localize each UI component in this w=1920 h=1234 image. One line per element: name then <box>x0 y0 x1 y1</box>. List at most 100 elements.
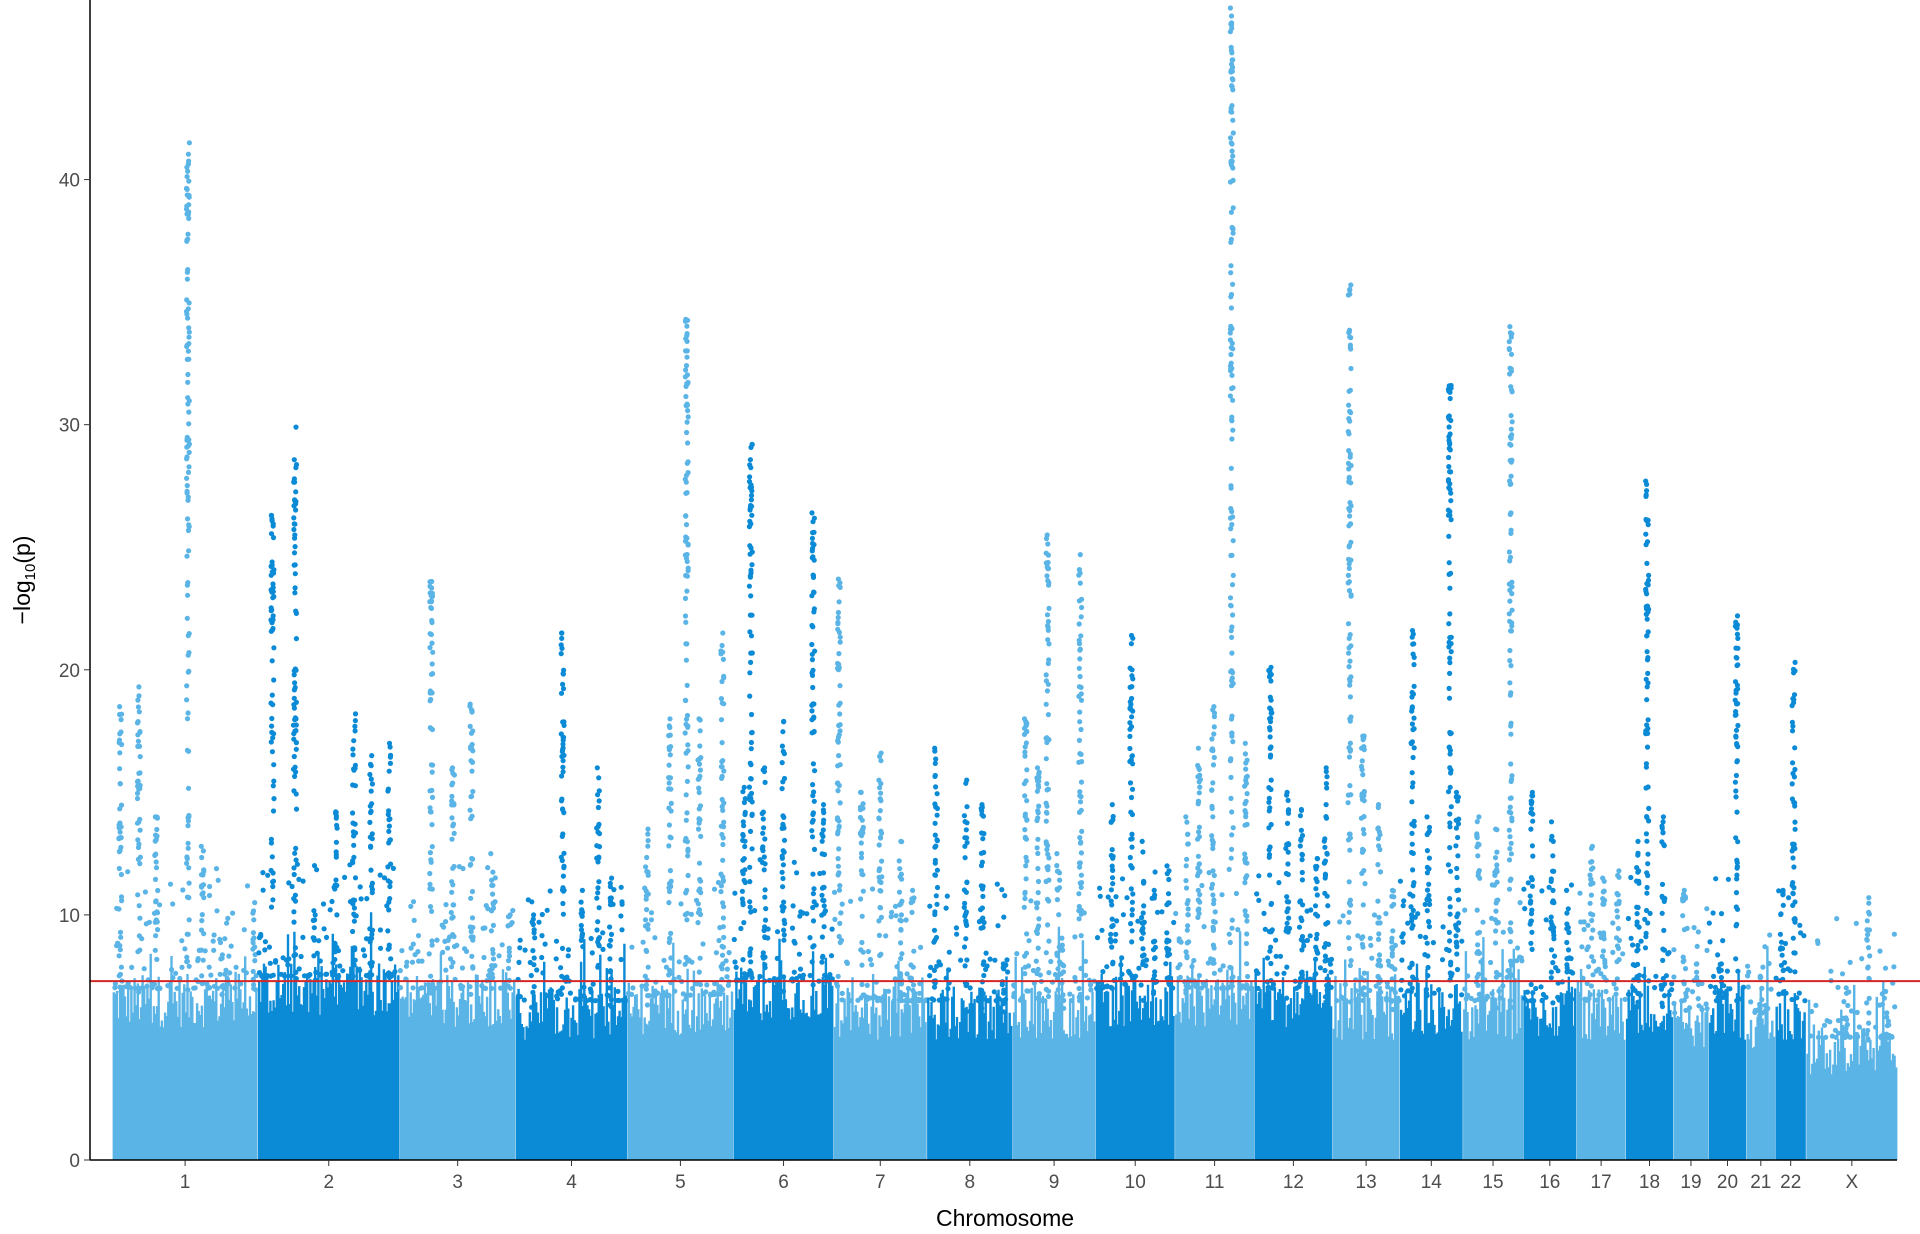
peak-point <box>1140 946 1146 952</box>
peak-point <box>606 985 613 991</box>
peak-point <box>388 861 394 867</box>
peak-point <box>809 708 815 714</box>
peak-point <box>1268 777 1274 783</box>
peak-point <box>607 924 613 930</box>
snp-point <box>1273 937 1279 943</box>
peak-point <box>1229 326 1235 332</box>
snp-point <box>1708 983 1714 990</box>
peak-point <box>293 740 299 746</box>
peak-point <box>490 975 496 981</box>
peak-point <box>1506 549 1512 555</box>
peak-point <box>1388 998 1394 1005</box>
peak-point <box>154 956 160 963</box>
snp-point <box>213 866 220 872</box>
peak-point <box>1645 717 1651 723</box>
snp-point <box>510 907 516 914</box>
peak-point <box>201 867 207 873</box>
peak-point <box>684 682 690 689</box>
peak-point <box>1359 990 1365 996</box>
snp-point <box>1689 989 1696 995</box>
peak-point <box>749 846 755 852</box>
snp-point <box>1807 1033 1814 1039</box>
snp-point <box>917 981 923 987</box>
snp-point <box>480 925 486 932</box>
peak-point <box>1661 927 1667 934</box>
peak-point <box>1228 305 1234 311</box>
peak-point <box>558 991 565 997</box>
peak-point <box>1045 552 1051 558</box>
peak-point <box>760 950 766 956</box>
peak-point <box>291 521 297 527</box>
peak-point <box>1227 363 1234 369</box>
peak-point <box>1426 881 1432 887</box>
peak-point <box>860 824 866 830</box>
peak-point <box>185 931 191 937</box>
snp-point <box>885 988 892 994</box>
peak-point <box>1022 890 1028 897</box>
snp-point <box>1126 968 1132 974</box>
peak-point <box>1046 855 1052 861</box>
peak-point <box>1166 876 1172 883</box>
peak-point <box>1347 682 1353 688</box>
peak-point <box>1150 947 1157 953</box>
x-tick-label-4: 4 <box>566 1172 577 1193</box>
peak-point <box>1601 974 1607 980</box>
peak-point <box>811 606 818 612</box>
peak-point <box>1791 692 1798 698</box>
snp-point <box>1154 909 1161 915</box>
peak-point <box>747 518 753 524</box>
peak-point <box>1791 799 1797 806</box>
peak-point <box>219 952 225 958</box>
peak-point <box>780 988 787 995</box>
peak-point <box>117 943 123 949</box>
snp-point <box>1891 931 1897 937</box>
peak-point <box>719 773 725 779</box>
peak-point <box>1646 805 1652 812</box>
peak-point <box>683 522 690 528</box>
peak-point <box>1375 974 1381 980</box>
peak-point <box>979 1005 985 1011</box>
peak-point <box>1060 992 1066 998</box>
snp-point <box>1118 962 1124 968</box>
peak-point <box>1789 728 1796 734</box>
peak-point <box>607 895 613 901</box>
peak-point <box>911 1001 917 1007</box>
peak-point <box>1447 440 1453 446</box>
snp-point <box>1823 1034 1829 1040</box>
peak-point <box>185 371 191 378</box>
snp-point <box>517 937 523 943</box>
peak-point <box>596 905 602 911</box>
snp-point <box>831 889 838 895</box>
peak-point <box>292 773 298 780</box>
snp-point <box>1399 934 1405 940</box>
peak-point <box>666 900 672 906</box>
peak-point <box>560 764 566 770</box>
snp-point <box>355 967 361 973</box>
snp-point <box>542 941 548 947</box>
snp-point <box>711 989 717 995</box>
peak-point <box>835 614 841 621</box>
snp-point <box>963 936 969 942</box>
peak-point <box>332 956 338 963</box>
peak-point <box>1151 955 1158 962</box>
snp-point <box>1233 890 1239 897</box>
peak-point <box>720 944 727 950</box>
snp-point <box>1462 907 1468 913</box>
peak-point <box>469 915 476 921</box>
peak-point <box>293 857 299 863</box>
peak-point <box>269 723 275 729</box>
peak-point <box>1346 664 1352 670</box>
peak-point <box>1865 932 1871 938</box>
snp-point <box>333 877 339 883</box>
peak-point <box>1564 921 1570 927</box>
snp-point <box>790 903 796 909</box>
peak-point <box>978 850 985 856</box>
peak-point <box>781 719 787 725</box>
snp-point <box>1568 882 1575 888</box>
snp-point <box>643 986 649 992</box>
peak-point <box>136 684 142 690</box>
peak-point <box>136 989 142 995</box>
peak-point <box>932 772 938 779</box>
peak-point <box>268 531 275 537</box>
peak-point <box>1733 727 1740 733</box>
